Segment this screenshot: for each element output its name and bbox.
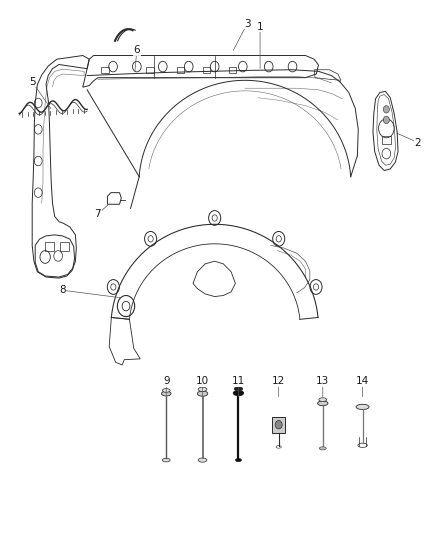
- Text: 12: 12: [272, 376, 285, 386]
- Ellipse shape: [356, 404, 369, 409]
- Text: 13: 13: [316, 376, 329, 386]
- Ellipse shape: [318, 401, 328, 406]
- Ellipse shape: [276, 446, 281, 448]
- Text: 10: 10: [196, 376, 209, 386]
- Ellipse shape: [162, 389, 170, 392]
- Text: 3: 3: [244, 19, 251, 29]
- Circle shape: [117, 295, 134, 317]
- Text: 11: 11: [232, 376, 245, 386]
- Circle shape: [273, 231, 285, 246]
- Circle shape: [310, 280, 322, 294]
- Circle shape: [383, 106, 389, 113]
- Ellipse shape: [198, 387, 207, 392]
- Ellipse shape: [319, 398, 327, 401]
- Text: 14: 14: [356, 376, 369, 386]
- Ellipse shape: [319, 447, 326, 450]
- Ellipse shape: [162, 458, 170, 462]
- Text: 1: 1: [257, 21, 263, 31]
- Ellipse shape: [199, 385, 206, 388]
- Text: 8: 8: [59, 285, 66, 295]
- Circle shape: [208, 211, 221, 225]
- Circle shape: [107, 280, 120, 294]
- Circle shape: [145, 231, 157, 246]
- Ellipse shape: [162, 391, 171, 396]
- Text: 7: 7: [95, 209, 101, 219]
- Ellipse shape: [198, 458, 207, 462]
- Circle shape: [383, 116, 389, 124]
- FancyBboxPatch shape: [272, 417, 285, 433]
- Text: 2: 2: [415, 138, 421, 148]
- Text: 9: 9: [163, 376, 170, 386]
- Ellipse shape: [236, 458, 241, 462]
- Text: 6: 6: [134, 45, 140, 55]
- Circle shape: [275, 421, 282, 429]
- Text: 5: 5: [29, 77, 35, 87]
- Ellipse shape: [198, 391, 208, 396]
- Ellipse shape: [233, 391, 244, 395]
- Ellipse shape: [234, 387, 243, 391]
- Ellipse shape: [358, 443, 367, 447]
